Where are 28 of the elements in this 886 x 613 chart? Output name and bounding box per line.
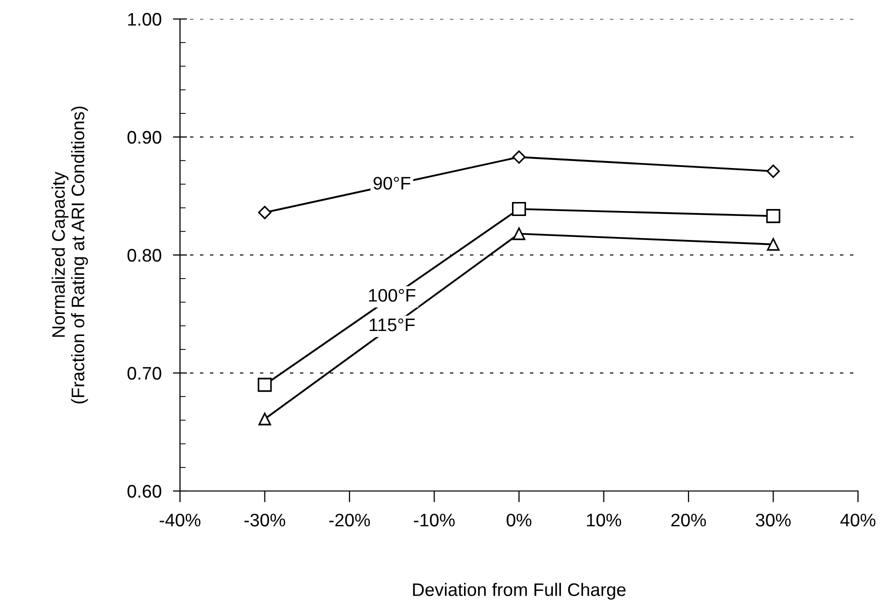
point <box>258 378 272 392</box>
point <box>512 202 526 216</box>
x-tick-label: -20% <box>329 514 370 526</box>
series-label: 115°F <box>370 318 415 332</box>
x-axis-title: Deviation from Full Charge <box>413 582 626 600</box>
point <box>766 238 780 251</box>
point <box>258 206 272 220</box>
x-tick-label: 20% <box>671 514 706 526</box>
point <box>512 150 526 164</box>
x-tick-label: 30% <box>756 514 791 526</box>
y-axis-title: Normalized Capacity (Fraction of Rating at ARI Conditions) <box>52 106 88 404</box>
point <box>766 209 780 224</box>
series-label: 90°F <box>374 176 410 190</box>
x-tick-label: -30% <box>244 514 286 526</box>
y-tick-label: 0.70 <box>128 366 162 380</box>
series-label: 100°F <box>369 288 416 302</box>
y-tick-label: 0.80 <box>128 248 162 262</box>
x-tick-label: 40% <box>840 514 876 526</box>
y-tick-label: 1.00 <box>128 12 162 26</box>
point <box>766 164 780 178</box>
x-tick-label: -40% <box>160 514 200 526</box>
y-tick-label: 0.90 <box>128 130 162 144</box>
x-tick-label: -10% <box>414 514 455 526</box>
point <box>258 412 272 426</box>
point <box>512 227 526 240</box>
x-tick-label: 10% <box>587 514 622 526</box>
y-tick-label: 0.60 <box>128 484 162 498</box>
x-tick-label: 0% <box>506 514 532 526</box>
